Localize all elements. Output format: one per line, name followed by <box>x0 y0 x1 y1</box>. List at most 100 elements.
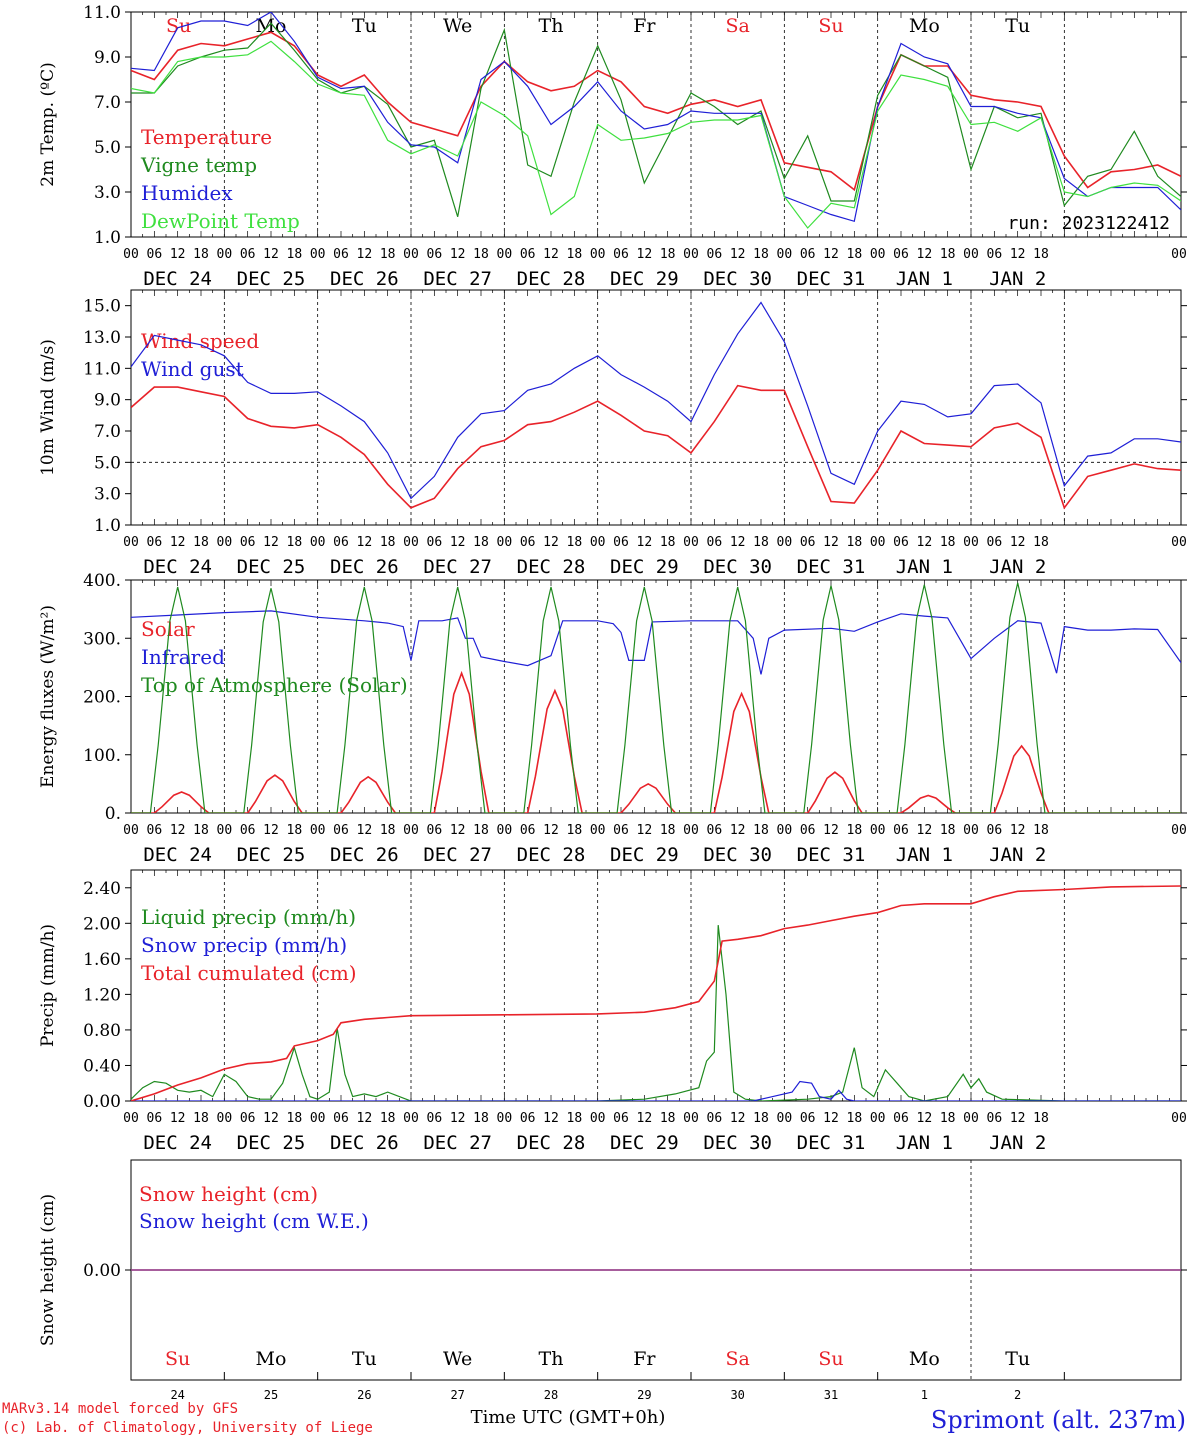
day-number-label: 31 <box>824 1388 838 1402</box>
hour-label: 00 <box>497 823 513 838</box>
date-label: DEC 31 <box>797 268 866 290</box>
date-label: DEC 28 <box>517 556 586 578</box>
hour-label: 06 <box>240 1111 256 1126</box>
hour-label: 00 <box>1171 823 1187 838</box>
hour-label: 06 <box>520 247 536 262</box>
hour-label: 00 <box>590 247 606 262</box>
legend-entry: Wind speed <box>141 329 259 353</box>
y-tick-label: 0. <box>105 804 121 824</box>
date-label: DEC 26 <box>330 556 399 578</box>
hour-label: 18 <box>660 535 676 550</box>
day-number-label: 30 <box>730 1388 744 1402</box>
panel-precip: 0.00 0.40 0.80 1.20 1.60 2.00 2.40 Precip (mm/h… <box>38 869 1187 1154</box>
hour-label: 18 <box>193 1111 209 1126</box>
hour-label: 12 <box>170 1111 186 1126</box>
date-label: DEC 27 <box>423 1132 492 1154</box>
y-tick-label: 11.0 <box>83 3 121 23</box>
hour-label: 00 <box>963 247 979 262</box>
date-label: DEC 31 <box>797 556 866 578</box>
date-label: DEC 25 <box>237 268 306 290</box>
lab-credit: (c) Lab. of Climatology, University of L… <box>2 1420 373 1436</box>
hour-label: 00 <box>1171 1111 1187 1126</box>
hour-label: 00 <box>217 1111 233 1126</box>
hour-label: 18 <box>753 823 769 838</box>
hour-label: 06 <box>520 1111 536 1126</box>
hour-label: 18 <box>847 1111 863 1126</box>
hour-label: 06 <box>240 247 256 262</box>
weekday-label: We <box>443 15 472 37</box>
hour-label: 00 <box>310 535 326 550</box>
hour-label: 12 <box>917 247 933 262</box>
date-label: DEC 31 <box>797 844 866 866</box>
series-line-total-cumulated-cm- <box>131 885 1181 1101</box>
hour-label: 00 <box>683 823 699 838</box>
y-tick-label: 100. <box>83 746 121 766</box>
hour-label: 18 <box>847 247 863 262</box>
series-line-top-of-atmosphere-solar- <box>131 582 1181 813</box>
hour-label: 06 <box>520 535 536 550</box>
hour-label: 12 <box>637 535 653 550</box>
date-label: DEC 28 <box>517 268 586 290</box>
hour-label: 12 <box>170 535 186 550</box>
date-label: DEC 24 <box>143 556 212 578</box>
hour-label: 06 <box>800 247 816 262</box>
hour-label: 12 <box>543 535 559 550</box>
hour-label: 06 <box>613 1111 629 1126</box>
y-tick-label: 3.0 <box>94 485 121 505</box>
date-label: JAN 2 <box>989 268 1046 290</box>
date-label: DEC 31 <box>797 1132 866 1154</box>
y-tick-label: 9.0 <box>94 48 121 68</box>
date-label: DEC 28 <box>517 1132 586 1154</box>
hour-label: 18 <box>193 247 209 262</box>
hour-label: 00 <box>403 823 419 838</box>
hour-label: 12 <box>730 247 746 262</box>
hour-label: 06 <box>987 823 1003 838</box>
x-axis-label: Time UTC (GMT+0h) <box>471 1407 666 1428</box>
legend-entry: Liquid precip (mm/h) <box>141 905 356 929</box>
legend-entry: Wind gust <box>141 357 244 381</box>
hour-label: 18 <box>660 1111 676 1126</box>
hour-label: 18 <box>193 823 209 838</box>
hour-label: 06 <box>893 1111 909 1126</box>
y-tick-label: 2.40 <box>83 879 121 899</box>
date-label: DEC 30 <box>703 556 772 578</box>
hour-label: 18 <box>1033 1111 1049 1126</box>
legend-entry: Snow precip (mm/h) <box>141 933 347 957</box>
legend-entry: Infrared <box>141 645 225 669</box>
date-label: DEC 25 <box>237 556 306 578</box>
hour-label: 18 <box>287 247 303 262</box>
hour-label: 18 <box>287 823 303 838</box>
hour-label: 12 <box>730 1111 746 1126</box>
plot-frame <box>130 289 1182 526</box>
weekday-label: Sa <box>725 1348 749 1370</box>
hour-label: 12 <box>823 535 839 550</box>
hour-label: 00 <box>963 823 979 838</box>
date-label: DEC 25 <box>237 844 306 866</box>
date-label: JAN 2 <box>989 1132 1046 1154</box>
legend-entry: DewPoint Temp <box>141 209 300 233</box>
hour-label: 18 <box>940 247 956 262</box>
hour-label: 06 <box>893 247 909 262</box>
series-line-wind-gust <box>131 301 1181 500</box>
y-tick-label: 1.60 <box>83 950 121 970</box>
y-axis-label: Snow height (cm) <box>38 1194 58 1346</box>
hour-label: 06 <box>333 535 349 550</box>
weekday-label: Th <box>539 1348 564 1370</box>
panel-energy: 0. 100. 200. 300. 400. Energy fluxes (W/m²) 00… <box>38 571 1187 866</box>
weekday-label: Mo <box>909 15 940 37</box>
hour-label: 18 <box>847 823 863 838</box>
hour-label: 06 <box>147 535 163 550</box>
hour-label: 18 <box>380 823 396 838</box>
y-tick-label: 400. <box>83 571 121 591</box>
day-number-label: 26 <box>357 1388 371 1402</box>
hour-label: 12 <box>450 247 466 262</box>
hour-label: 00 <box>1171 535 1187 550</box>
legend-entry: Temperature <box>141 125 272 149</box>
day-number-label: 25 <box>264 1388 278 1402</box>
hour-label: 18 <box>380 1111 396 1126</box>
date-label: DEC 29 <box>610 556 679 578</box>
day-number-label: 1 <box>921 1388 928 1402</box>
date-label: DEC 24 <box>143 268 212 290</box>
date-label: DEC 28 <box>517 844 586 866</box>
hour-label: 18 <box>380 535 396 550</box>
